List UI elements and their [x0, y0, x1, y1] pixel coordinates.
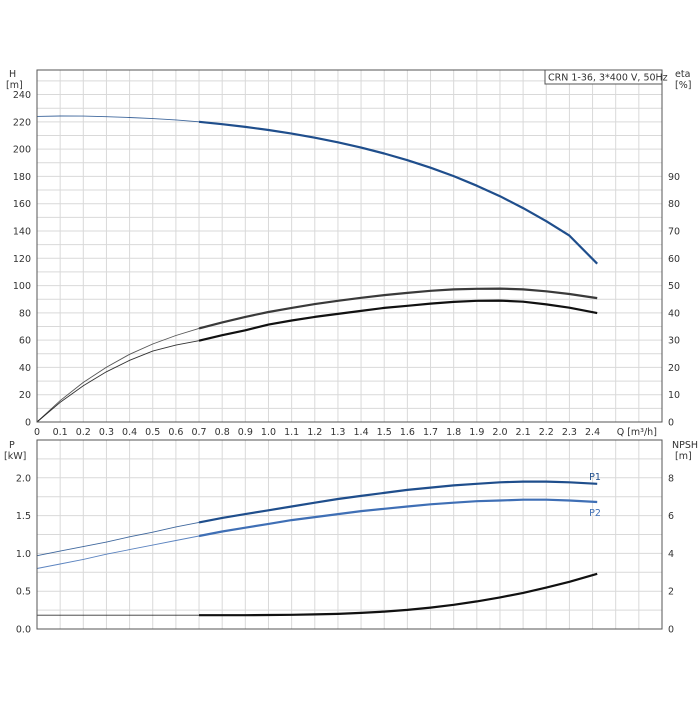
- y-right-tick-label: 70: [668, 226, 680, 237]
- y-left-tick-label: 0.5: [16, 587, 31, 598]
- y-left-tick-label: 160: [13, 199, 31, 210]
- x-tick-label: 2.4: [585, 427, 600, 438]
- p2-power-curve-line: [198, 498, 598, 538]
- x-tick-label: 0.4: [122, 427, 137, 438]
- y-left-tick-label: 60: [19, 336, 31, 347]
- y-left-tick-label: 180: [13, 172, 31, 183]
- chart-title: CRN 1-36, 3*400 V, 50Hz: [548, 73, 668, 84]
- y-left-tick-label: 1.0: [16, 549, 31, 560]
- y-left-tick-label: 80: [19, 308, 31, 319]
- y-left-tick-label: 2.0: [16, 473, 31, 484]
- x-tick-label: 0.8: [215, 427, 230, 438]
- y-left-axis-unit: [kW]: [4, 451, 26, 462]
- x-tick-label: 0.3: [99, 427, 114, 438]
- y-left-tick-label: 100: [13, 281, 31, 292]
- x-tick-label: 1.5: [377, 427, 392, 438]
- series-label-p2: P2: [589, 508, 601, 519]
- y-right-axis-unit: [m]: [675, 451, 692, 462]
- efficiency-curve-2-line: [198, 299, 598, 342]
- x-tick-label: 0.2: [76, 427, 91, 438]
- y-right-tick-label: 4: [668, 549, 674, 560]
- x-tick-label: 2.2: [539, 427, 554, 438]
- x-tick-label: 1.4: [354, 427, 369, 438]
- y-left-tick-label: 20: [19, 390, 31, 401]
- y-right-tick-label: 50: [668, 281, 680, 292]
- chart-title-box: [544, 69, 663, 85]
- npsh-curve-line: [199, 572, 598, 617]
- y-left-tick-label: 120: [13, 254, 31, 265]
- x-tick-label: 0.7: [191, 427, 206, 438]
- x-tick-label: 0.6: [168, 427, 183, 438]
- y-right-tick-label: 60: [668, 254, 680, 265]
- y-right-tick-label: 20: [668, 363, 680, 374]
- y-right-tick-label: 0: [668, 418, 674, 429]
- y-left-tick-label: 1.5: [16, 511, 31, 522]
- y-right-tick-label: 10: [668, 390, 680, 401]
- y-left-tick-label: 40: [19, 363, 31, 374]
- efficiency-curve-2-extrapolated-line: [36, 340, 200, 423]
- x-tick-label: 1.6: [400, 427, 415, 438]
- plot-frame-bottom: [36, 439, 663, 630]
- efficiency-curve-1-extrapolated-line: [36, 327, 200, 423]
- p1-power-curve-extrapolated-line: [36, 521, 200, 557]
- y-right-tick-label: 40: [668, 308, 680, 319]
- x-tick-label: 0.5: [145, 427, 160, 438]
- y-left-tick-label: 200: [13, 145, 31, 156]
- y-left-tick-label: 140: [13, 226, 31, 237]
- x-tick-label: 2.1: [516, 427, 531, 438]
- y-right-tick-label: 90: [668, 172, 680, 183]
- y-right-tick-label: 2: [668, 587, 674, 598]
- head-curve-line: [198, 120, 598, 265]
- x-tick-label: 0.9: [238, 427, 253, 438]
- y-right-tick-label: 30: [668, 336, 680, 347]
- p1-power-curve-line: [198, 480, 598, 524]
- y-right-axis-title: eta: [675, 69, 690, 80]
- x-tick-label: 2.3: [562, 427, 577, 438]
- x-tick-label: 1.8: [446, 427, 461, 438]
- y-left-tick-label: 0: [25, 418, 31, 429]
- y-left-tick-label: 0.0: [16, 625, 31, 636]
- y-right-axis-unit: [%]: [675, 80, 691, 91]
- head-curve-extrapolated-line: [36, 115, 200, 123]
- x-tick-label: 1.1: [284, 427, 299, 438]
- y-left-axis-title: H: [9, 69, 16, 80]
- y-left-tick-label: 220: [13, 117, 31, 128]
- x-tick-label: 0: [34, 427, 40, 438]
- efficiency-curve-1-line: [198, 287, 598, 330]
- y-right-tick-label: 8: [668, 473, 674, 484]
- y-left-axis-unit: [m]: [6, 80, 23, 91]
- x-tick-label: 1.9: [469, 427, 484, 438]
- y-right-tick-label: 0: [668, 625, 674, 636]
- p2-power-curve-extrapolated-line: [36, 535, 200, 569]
- x-tick-label: 1.7: [423, 427, 438, 438]
- x-tick-label: 2.0: [492, 427, 507, 438]
- x-tick-label: 1.0: [261, 427, 276, 438]
- x-tick-label: 1.2: [307, 427, 322, 438]
- series-label-p1: P1: [589, 472, 601, 483]
- x-axis-title: Q [m³/h]: [617, 427, 657, 438]
- plot-frame-top: [36, 69, 663, 423]
- y-right-tick-label: 80: [668, 199, 680, 210]
- x-tick-label: 0.1: [53, 427, 68, 438]
- y-left-tick-label: 240: [13, 90, 31, 101]
- y-right-tick-label: 6: [668, 511, 674, 522]
- y-left-axis-title: P: [9, 440, 15, 451]
- x-tick-label: 1.3: [330, 427, 345, 438]
- y-right-axis-title: NPSH: [672, 440, 698, 451]
